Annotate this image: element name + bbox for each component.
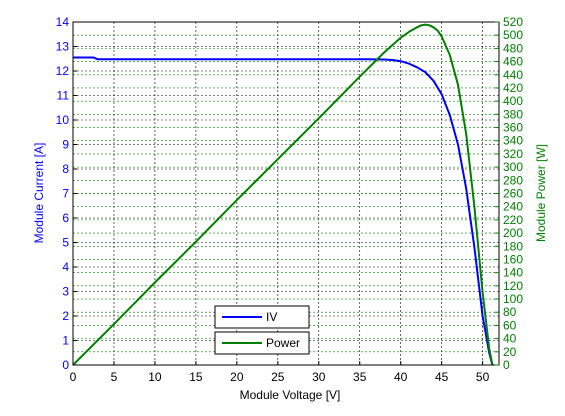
y-right-tick-label: 240 bbox=[503, 200, 523, 214]
x-tick-label: 35 bbox=[353, 370, 367, 384]
y-left-tick-label: 8 bbox=[62, 162, 69, 176]
y-left-tick-label: 6 bbox=[62, 211, 69, 225]
y-left-tick-label: 5 bbox=[62, 236, 69, 250]
series-line-iv bbox=[73, 56, 494, 366]
y-left-tick-label: 1 bbox=[62, 334, 69, 348]
x-tick-label: 45 bbox=[435, 370, 449, 384]
y-right-tick-label: 340 bbox=[503, 134, 523, 148]
y-right-tick-label: 500 bbox=[503, 28, 523, 42]
x-tick-label: 40 bbox=[394, 370, 408, 384]
y-right-tick-label: 460 bbox=[503, 55, 523, 69]
y-right-tick-label: 140 bbox=[503, 266, 523, 280]
y-right-tick-label: 220 bbox=[503, 213, 523, 227]
y-right-tick-label: 80 bbox=[503, 305, 517, 319]
x-tick-label: 50 bbox=[476, 370, 490, 384]
legend-label-power: Power bbox=[266, 336, 300, 350]
legend: IV Power bbox=[214, 305, 310, 355]
y-axis-left-label: Module Current [A] bbox=[32, 143, 46, 244]
x-tick-label: 15 bbox=[189, 370, 203, 384]
y-right-tick-label: 160 bbox=[503, 252, 523, 266]
x-tick-label: 20 bbox=[230, 370, 244, 384]
y-left-tick-label: 10 bbox=[56, 113, 70, 127]
y-left-tick-label: 9 bbox=[62, 138, 69, 152]
y-left-tick-label: 14 bbox=[56, 15, 70, 29]
x-tick-label: 0 bbox=[70, 370, 77, 384]
y-left-tick-label: 2 bbox=[62, 309, 69, 323]
ticks-group: 0 5 10 15 20 25 30 35 40 45 5001234567891011121314… bbox=[56, 15, 524, 384]
y-right-tick-label: 520 bbox=[503, 15, 523, 29]
y-right-tick-label: 180 bbox=[503, 239, 523, 253]
series-line-power bbox=[72, 23, 494, 366]
x-axis-label: Module Voltage [V] bbox=[240, 388, 341, 402]
y-right-tick-label: 200 bbox=[503, 226, 523, 240]
x-tick-label: 10 bbox=[148, 370, 162, 384]
y-left-tick-label: 4 bbox=[62, 260, 69, 274]
legend-label-iv: IV bbox=[266, 310, 277, 324]
y-right-tick-label: 420 bbox=[503, 81, 523, 95]
y-right-tick-label: 40 bbox=[503, 332, 517, 346]
y-right-tick-label: 120 bbox=[503, 279, 523, 293]
x-tick-label: 5 bbox=[111, 370, 118, 384]
y-right-tick-label: 400 bbox=[503, 94, 523, 108]
y-left-tick-label: 0 bbox=[62, 358, 69, 372]
y-right-tick-label: 100 bbox=[503, 292, 523, 306]
y-left-tick-label: 12 bbox=[56, 64, 70, 78]
y-right-tick-label: 300 bbox=[503, 160, 523, 174]
y-right-tick-label: 20 bbox=[503, 345, 517, 359]
y-axis-right-label: Module Power [W] bbox=[534, 144, 548, 242]
y-left-tick-label: 13 bbox=[56, 40, 70, 54]
y-right-tick-label: 440 bbox=[503, 68, 523, 82]
y-right-tick-label: 360 bbox=[503, 121, 523, 135]
y-left-tick-label: 11 bbox=[57, 89, 70, 103]
x-tick-label: 30 bbox=[312, 370, 326, 384]
y-left-tick-label: 3 bbox=[62, 285, 69, 299]
y-right-tick-label: 480 bbox=[503, 41, 523, 55]
y-right-tick-label: 280 bbox=[503, 173, 523, 187]
y-right-tick-label: 60 bbox=[503, 318, 517, 332]
y-left-tick-label: 7 bbox=[62, 187, 69, 201]
y-right-tick-label: 260 bbox=[503, 187, 523, 201]
y-right-tick-label: 320 bbox=[503, 147, 523, 161]
x-tick-label: 25 bbox=[271, 370, 285, 384]
series-group bbox=[72, 23, 494, 366]
y-right-tick-label: 380 bbox=[503, 107, 523, 121]
y-right-tick-label: 0 bbox=[503, 358, 510, 372]
